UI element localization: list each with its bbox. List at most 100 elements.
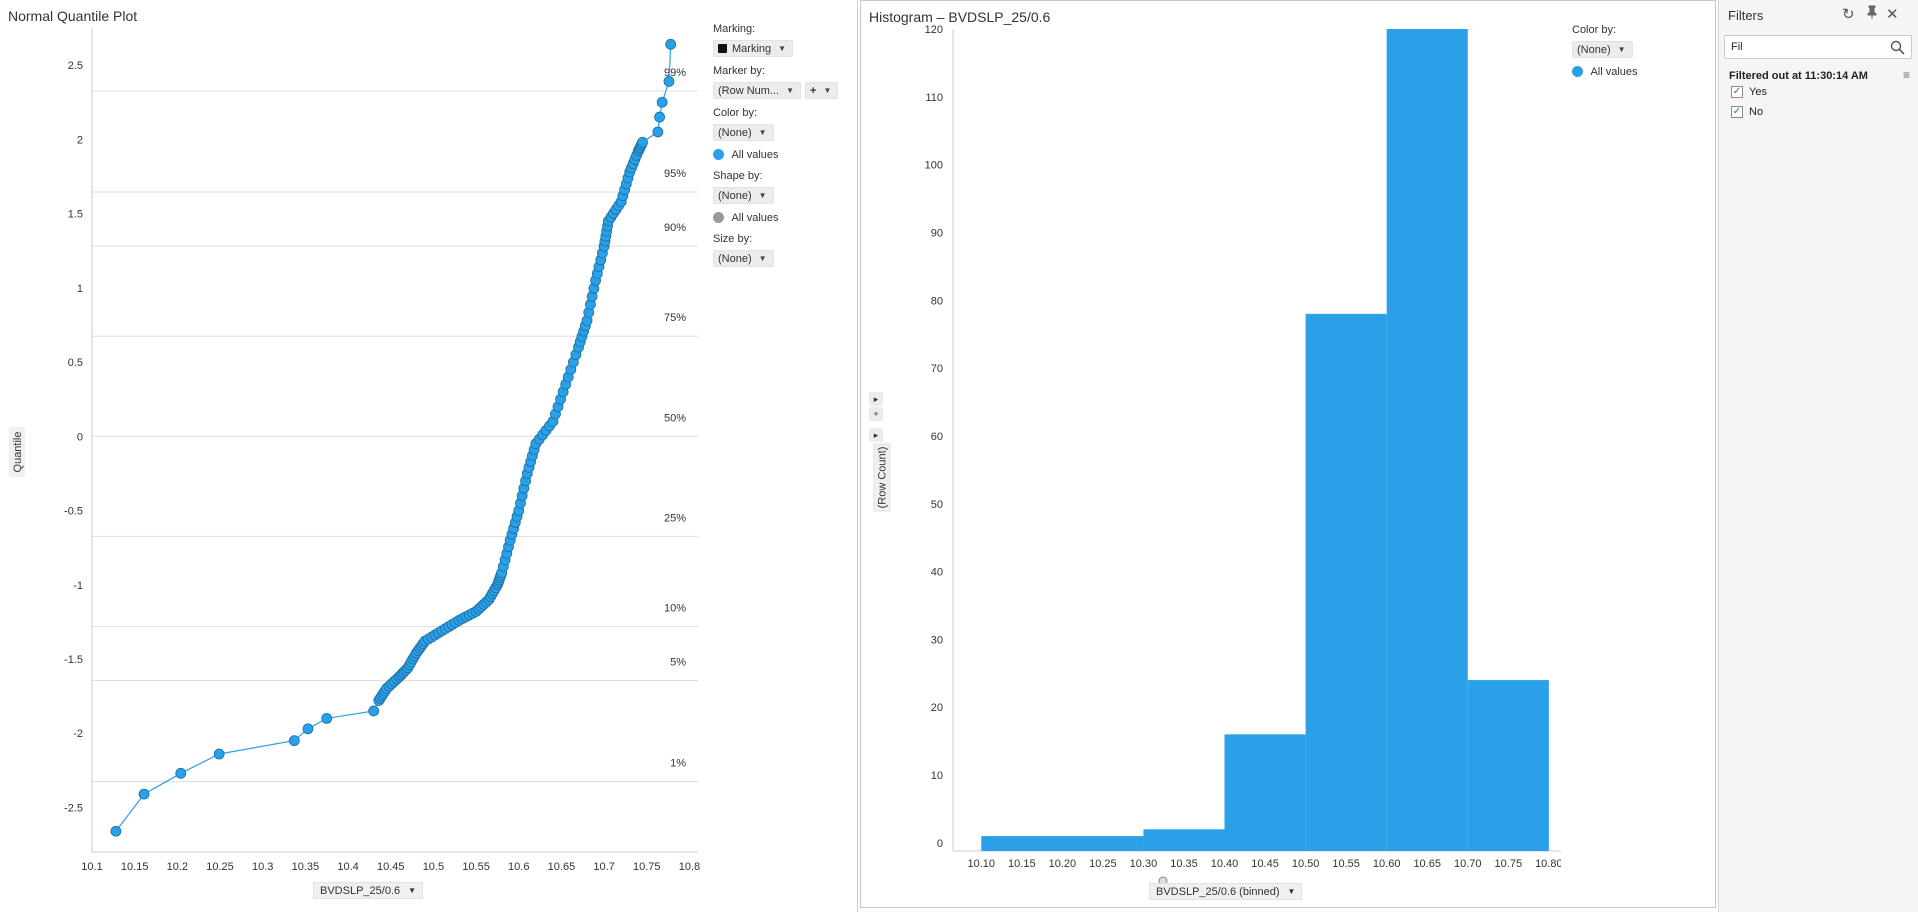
- x-tick-label: 10.60: [1373, 858, 1401, 870]
- histogram-legend: Color by: (None) ▼ All values: [1572, 24, 1638, 87]
- x-tick-label: 10.15: [1008, 858, 1036, 870]
- shape-swatch-icon: [713, 212, 724, 223]
- data-point: [663, 76, 675, 87]
- y-tick-label: 0: [77, 431, 83, 443]
- y-tick-label: -1: [73, 580, 83, 592]
- x-axis-column-selector[interactable]: BVDSLP_25/0.6 ▼: [313, 882, 424, 899]
- histogram-bar: [1386, 29, 1468, 851]
- marker-by-value: (Row Num...: [718, 84, 780, 97]
- data-point: [175, 767, 187, 779]
- quantile-plot-panel: Normal Quantile Plot 99% 95% 90% 75% 50% 25% 1…: [0, 0, 858, 912]
- y-tick-label: -2: [73, 728, 83, 740]
- x-tick-label: 10.65: [548, 861, 576, 873]
- expand-icon[interactable]: ▸: [869, 428, 883, 442]
- filter-option-label: No: [1749, 106, 1764, 118]
- x-tick-label: 10.75: [633, 861, 661, 873]
- size-by-value: (None): [718, 252, 752, 265]
- y-tick-label: -1.5: [64, 654, 83, 666]
- y-tick-label: 1: [77, 283, 83, 295]
- histogram-chart[interactable]: 0 10 20 30 40 50 60 70 80 90 100 110 120 10.10 10.15 10…: [861, 1, 1561, 909]
- marking-value: Marking: [732, 42, 772, 55]
- histogram-panel: Histogram – BVDSLP_25/0.6 0 10 20 30 40 50 60 7…: [860, 0, 1716, 908]
- reset-icon[interactable]: ↻: [1842, 6, 1855, 23]
- color-legend-item-label: All values: [731, 149, 779, 161]
- y-tick-label: 2.5: [68, 60, 83, 72]
- chevron-down-icon: ▼: [778, 44, 787, 53]
- chevron-down-icon: ▼: [823, 86, 832, 95]
- x-tick-label: 10.35: [292, 861, 320, 873]
- y-tick-label: 70: [931, 363, 943, 375]
- quantile-plot-legend: Marking: Marking ▼ Marker by: (Row Num..…: [713, 23, 839, 275]
- filter-search-input[interactable]: [1731, 37, 1881, 57]
- search-icon[interactable]: [1890, 40, 1905, 55]
- shape-by-dropdown[interactable]: (None) ▼: [713, 187, 774, 204]
- pin-icon[interactable]: [1866, 5, 1878, 23]
- add-axis-icon[interactable]: +: [869, 407, 883, 421]
- x-tick-label: 10.55: [462, 861, 490, 873]
- x-tick-label: 10.65: [1413, 858, 1441, 870]
- data-point: [110, 825, 122, 837]
- x-axis-column-label: BVDSLP_25/0.6: [320, 884, 401, 897]
- data-point: [652, 126, 664, 138]
- y-tick-label: 1.5: [68, 209, 83, 221]
- marking-label: Marking:: [713, 23, 756, 35]
- percentile-label: 50%: [664, 412, 686, 424]
- quantile-plot-title: Normal Quantile Plot: [8, 8, 138, 24]
- marker-by-add-button[interactable]: + ▼: [805, 82, 839, 99]
- y-tick-label: 30: [931, 634, 943, 646]
- color-legend-item-label: All values: [1590, 66, 1638, 78]
- filter-search-field[interactable]: [1724, 35, 1912, 59]
- x-tick-label: 10.45: [1251, 858, 1279, 870]
- percentile-label: 75%: [664, 312, 686, 324]
- y-tick-label: 80: [931, 295, 943, 307]
- x-tick-label: 10.8: [679, 861, 700, 873]
- percentile-label: 95%: [664, 168, 686, 180]
- marker-by-label: Marker by:: [713, 65, 765, 77]
- menu-icon[interactable]: ≡: [1902, 68, 1910, 82]
- color-by-label: Color by:: [1572, 24, 1617, 36]
- x-tick-label: 10.40: [1211, 858, 1239, 870]
- filter-option-yes[interactable]: ✓ Yes: [1731, 86, 1767, 98]
- y-axis-title-bg: [9, 427, 25, 477]
- y-tick-label: 110: [925, 92, 943, 104]
- percentile-label: 25%: [664, 512, 686, 524]
- x-tick-label: 10.50: [1292, 858, 1320, 870]
- x-tick-label: 10.80: [1535, 858, 1561, 870]
- histogram-bar: [1467, 680, 1549, 851]
- plus-icon: +: [810, 84, 817, 97]
- x-tick-label: 10.15: [121, 861, 149, 873]
- x-tick-label: 10.1: [81, 861, 102, 873]
- histogram-bar: [1143, 829, 1225, 851]
- percentile-label: 10%: [664, 603, 686, 615]
- histogram-bar: [981, 836, 1144, 851]
- color-by-label: Color by:: [713, 107, 758, 119]
- x-axis-column-selector[interactable]: BVDSLP_25/0.6 (binned) ▼: [1149, 883, 1303, 900]
- color-by-dropdown[interactable]: (None) ▼: [1572, 41, 1633, 58]
- color-by-value: (None): [718, 126, 752, 139]
- percentile-label: 5%: [670, 657, 686, 669]
- percentile-label: 1%: [670, 758, 686, 770]
- marker-by-dropdown[interactable]: (Row Num... ▼: [713, 82, 802, 99]
- color-legend-item[interactable]: All values: [713, 149, 838, 161]
- quantile-plot-chart[interactable]: 99%95%90%75%50%25%10%5%1%-2.5-2-1.5-1-0.…: [0, 0, 700, 912]
- x-tick-label: 10.30: [1130, 858, 1158, 870]
- y-tick-label: -2.5: [64, 802, 83, 814]
- x-tick-label: 10.10: [968, 858, 996, 870]
- color-legend-item[interactable]: All values: [1572, 66, 1638, 78]
- histogram-bar: [1305, 313, 1387, 852]
- checkbox-no[interactable]: ✓: [1731, 106, 1743, 118]
- color-by-dropdown[interactable]: (None) ▼: [713, 124, 774, 141]
- expand-icon[interactable]: ▸: [869, 392, 883, 406]
- y-tick-label: 60: [931, 431, 943, 443]
- close-icon[interactable]: ✕: [1886, 6, 1899, 23]
- x-tick-label: 10.35: [1170, 858, 1198, 870]
- filter-option-no[interactable]: ✓ No: [1731, 106, 1763, 118]
- x-tick-label: 10.45: [377, 861, 405, 873]
- shape-legend-item[interactable]: All values: [713, 212, 838, 224]
- y-axis-column-label: (Row Count): [876, 446, 888, 509]
- checkbox-yes[interactable]: ✓: [1731, 86, 1743, 98]
- quantile-line: [115, 44, 672, 832]
- size-by-dropdown[interactable]: (None) ▼: [713, 250, 774, 267]
- y-axis-column-selector[interactable]: (Row Count): [873, 443, 891, 512]
- marking-dropdown[interactable]: Marking ▼: [713, 40, 794, 57]
